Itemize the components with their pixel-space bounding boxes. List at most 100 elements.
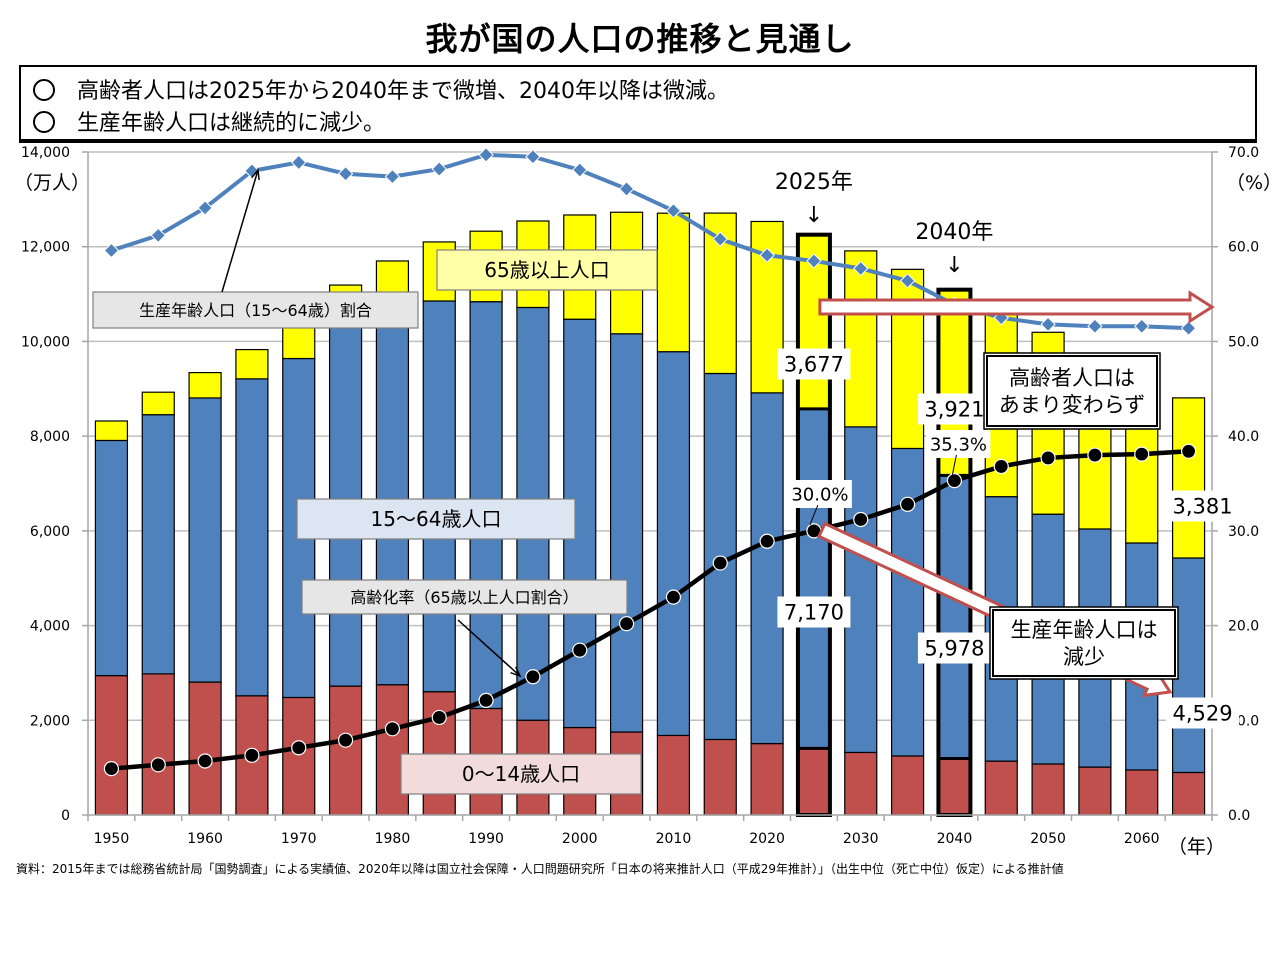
working-age-callout-text: 減少 bbox=[1063, 645, 1105, 669]
children-bar-segment bbox=[844, 751, 878, 816]
summary-line-1: 高齢者人口は2025年から2040年まで微増、2040年以降は微減。 bbox=[33, 73, 729, 105]
working-age-bar-segment bbox=[609, 333, 644, 733]
aging-rate-marker bbox=[759, 533, 775, 549]
data-label-text: 4,529 bbox=[1173, 702, 1233, 726]
children-bar-segment bbox=[703, 738, 737, 816]
year-marker-2040: 2040年 bbox=[915, 220, 993, 245]
children-bar-segment bbox=[188, 681, 222, 816]
aging-rate-marker bbox=[572, 642, 588, 658]
working-age-series-label-text: 15〜64歳人口 bbox=[371, 507, 502, 531]
aging-rate-marker bbox=[1040, 450, 1056, 466]
aging-rate-marker bbox=[478, 692, 494, 708]
working-age-ratio-marker bbox=[899, 273, 916, 289]
elderly-series-label-text: 65歳以上人口 bbox=[484, 258, 609, 282]
x-tick-label: 1980 bbox=[375, 831, 411, 847]
working-age-callout-bg bbox=[992, 609, 1176, 677]
data-label-text: 3,381 bbox=[1173, 495, 1233, 519]
children-bar-segment bbox=[375, 684, 410, 816]
children-bar-segment bbox=[328, 685, 363, 816]
down-arrow-icon: ↓ bbox=[945, 253, 963, 278]
children-bar-segment bbox=[890, 755, 925, 816]
children-bar-segment bbox=[984, 760, 1018, 816]
y-tick-label: 2,000 bbox=[30, 713, 70, 729]
working-age-ratio-marker bbox=[1040, 316, 1056, 333]
x-tick-label: 1990 bbox=[468, 831, 504, 847]
working-age-ratio-marker bbox=[337, 166, 354, 182]
working-age-bar-segment bbox=[844, 426, 878, 754]
data-label-bg bbox=[777, 596, 851, 628]
elderly-bar-segment bbox=[282, 323, 316, 360]
summary-line-2: 生産年齢人口は継続的に減少。 bbox=[33, 105, 385, 137]
aging-rate-marker bbox=[712, 555, 728, 571]
aging-rate-marker bbox=[665, 589, 682, 605]
y2-tick-label: 50.0 bbox=[1228, 334, 1259, 350]
working-age-ratio-marker bbox=[431, 161, 447, 177]
data-label: 35.3% bbox=[926, 430, 991, 458]
x-tick-label: 1950 bbox=[94, 831, 130, 847]
data-label-text: 3,921 bbox=[924, 398, 984, 422]
y2-tick-label: 30.0 bbox=[1228, 524, 1259, 540]
data-label-bg bbox=[787, 480, 852, 508]
aging-rate-series-label-bg bbox=[301, 579, 628, 615]
working-age-ratio-marker bbox=[712, 231, 728, 247]
annotations: 65歳以上人口 15〜64歳人口 0〜14歳人口 生産年齢人口（15〜64歳）割合高齢… bbox=[92, 168, 1240, 795]
aging-rate-line bbox=[111, 449, 1189, 771]
data-label-leader bbox=[951, 454, 957, 475]
elderly-bar-segment bbox=[235, 348, 269, 380]
down-arrow-icon: ↓ bbox=[805, 203, 823, 228]
y2-tick-label: 70.0 bbox=[1228, 145, 1259, 161]
data-label: 7,170 bbox=[777, 596, 851, 628]
flat-trend-arrow bbox=[818, 290, 1215, 324]
working-ratio-series-label: 生産年齢人口（15〜64歳）割合 bbox=[92, 291, 419, 329]
working-age-ratio-marker bbox=[103, 242, 120, 259]
children-series-label: 0〜14歳人口 bbox=[400, 753, 642, 795]
working-age-bar-segment bbox=[188, 397, 222, 683]
children-series-label-text: 0〜14歳人口 bbox=[462, 762, 580, 786]
working-age-bar-segment bbox=[422, 300, 456, 693]
x-tick-label: 2060 bbox=[1124, 831, 1160, 847]
x-tick-label: 2010 bbox=[656, 831, 692, 847]
aging-rate-marker bbox=[853, 511, 869, 528]
y-tick-label: 6,000 bbox=[30, 524, 70, 540]
elderly-callout-text: 高齢者人口は bbox=[1009, 366, 1135, 390]
aging-rate-marker bbox=[899, 496, 916, 512]
y-tick-label: 8,000 bbox=[30, 429, 70, 445]
y2-tick-label: 0.0 bbox=[1228, 808, 1250, 824]
aging-rate-marker bbox=[1180, 443, 1197, 459]
y2-axis-unit-label: （%） bbox=[1226, 172, 1280, 194]
elderly-callout-bg bbox=[986, 355, 1158, 427]
gridlines bbox=[88, 151, 1212, 722]
working-age-bar-segment bbox=[375, 310, 410, 686]
children-bar-segment bbox=[797, 747, 831, 816]
x-tick-label: 2040 bbox=[937, 831, 973, 847]
elderly-bar-segment bbox=[844, 250, 878, 428]
working-age-bar-segment bbox=[797, 408, 831, 749]
data-label: 3,921 bbox=[917, 393, 991, 425]
aging-rate-series-label-text: 高齢化率（65歳以上人口割合） bbox=[350, 588, 578, 607]
y2-tick-label: 60.0 bbox=[1228, 240, 1259, 256]
source-note: 資料：2015年までは総務省統計局「国勢調査」による実績値、2020年以降は国立… bbox=[16, 862, 1064, 876]
data-label-bg bbox=[917, 393, 991, 425]
y-axis-unit-label: （万人） bbox=[14, 172, 90, 194]
page-title: 我が国の人口の推移と見通し bbox=[425, 20, 855, 58]
aging-rate-marker bbox=[1134, 446, 1150, 462]
working-age-ratio-marker bbox=[665, 203, 682, 219]
working-age-ratio-marker bbox=[759, 247, 775, 263]
working-age-ratio-marker bbox=[618, 181, 635, 197]
children-bar-segment bbox=[1171, 771, 1206, 816]
children-bar-segment bbox=[750, 742, 784, 816]
data-label: 3,381 bbox=[1166, 490, 1240, 522]
working-age-ratio-line bbox=[110, 152, 1189, 331]
aging-rate-marker bbox=[993, 458, 1009, 475]
y-tick-label: 0 bbox=[61, 808, 70, 824]
x-tick-label: 1970 bbox=[281, 831, 317, 847]
working-ratio-pointer-arrow bbox=[221, 169, 259, 293]
working-ratio-pointer-arrow-head bbox=[251, 168, 260, 181]
data-label-bg bbox=[1166, 490, 1240, 522]
x-tick-label: 1960 bbox=[187, 831, 223, 847]
working-age-series-label: 15〜64歳人口 bbox=[296, 498, 576, 540]
aging-rate-marker bbox=[291, 740, 307, 756]
data-label-bg bbox=[1166, 697, 1240, 729]
